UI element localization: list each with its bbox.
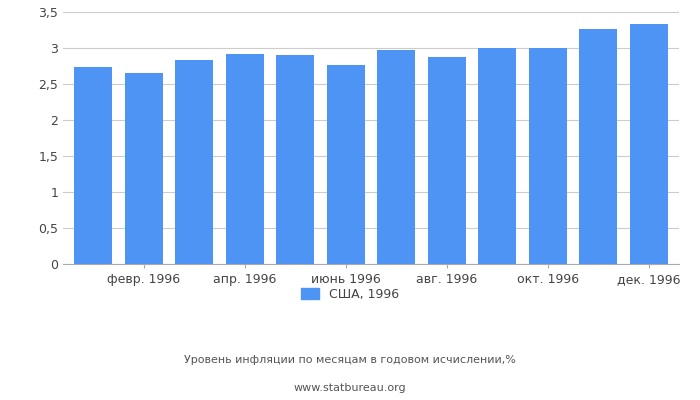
Bar bbox=[428, 57, 466, 264]
Bar bbox=[125, 73, 162, 264]
Bar bbox=[580, 28, 617, 264]
Bar bbox=[528, 48, 567, 264]
Text: www.statbureau.org: www.statbureau.org bbox=[294, 383, 406, 393]
Bar bbox=[630, 24, 668, 264]
Bar bbox=[377, 50, 415, 264]
Legend: США, 1996: США, 1996 bbox=[295, 283, 405, 306]
Bar bbox=[226, 54, 264, 264]
Bar bbox=[74, 68, 112, 264]
Bar bbox=[276, 55, 314, 264]
Bar bbox=[327, 65, 365, 264]
Bar bbox=[175, 60, 214, 264]
Text: Уровень инфляции по месяцам в годовом исчислении,%: Уровень инфляции по месяцам в годовом ис… bbox=[184, 355, 516, 365]
Bar bbox=[478, 48, 516, 264]
